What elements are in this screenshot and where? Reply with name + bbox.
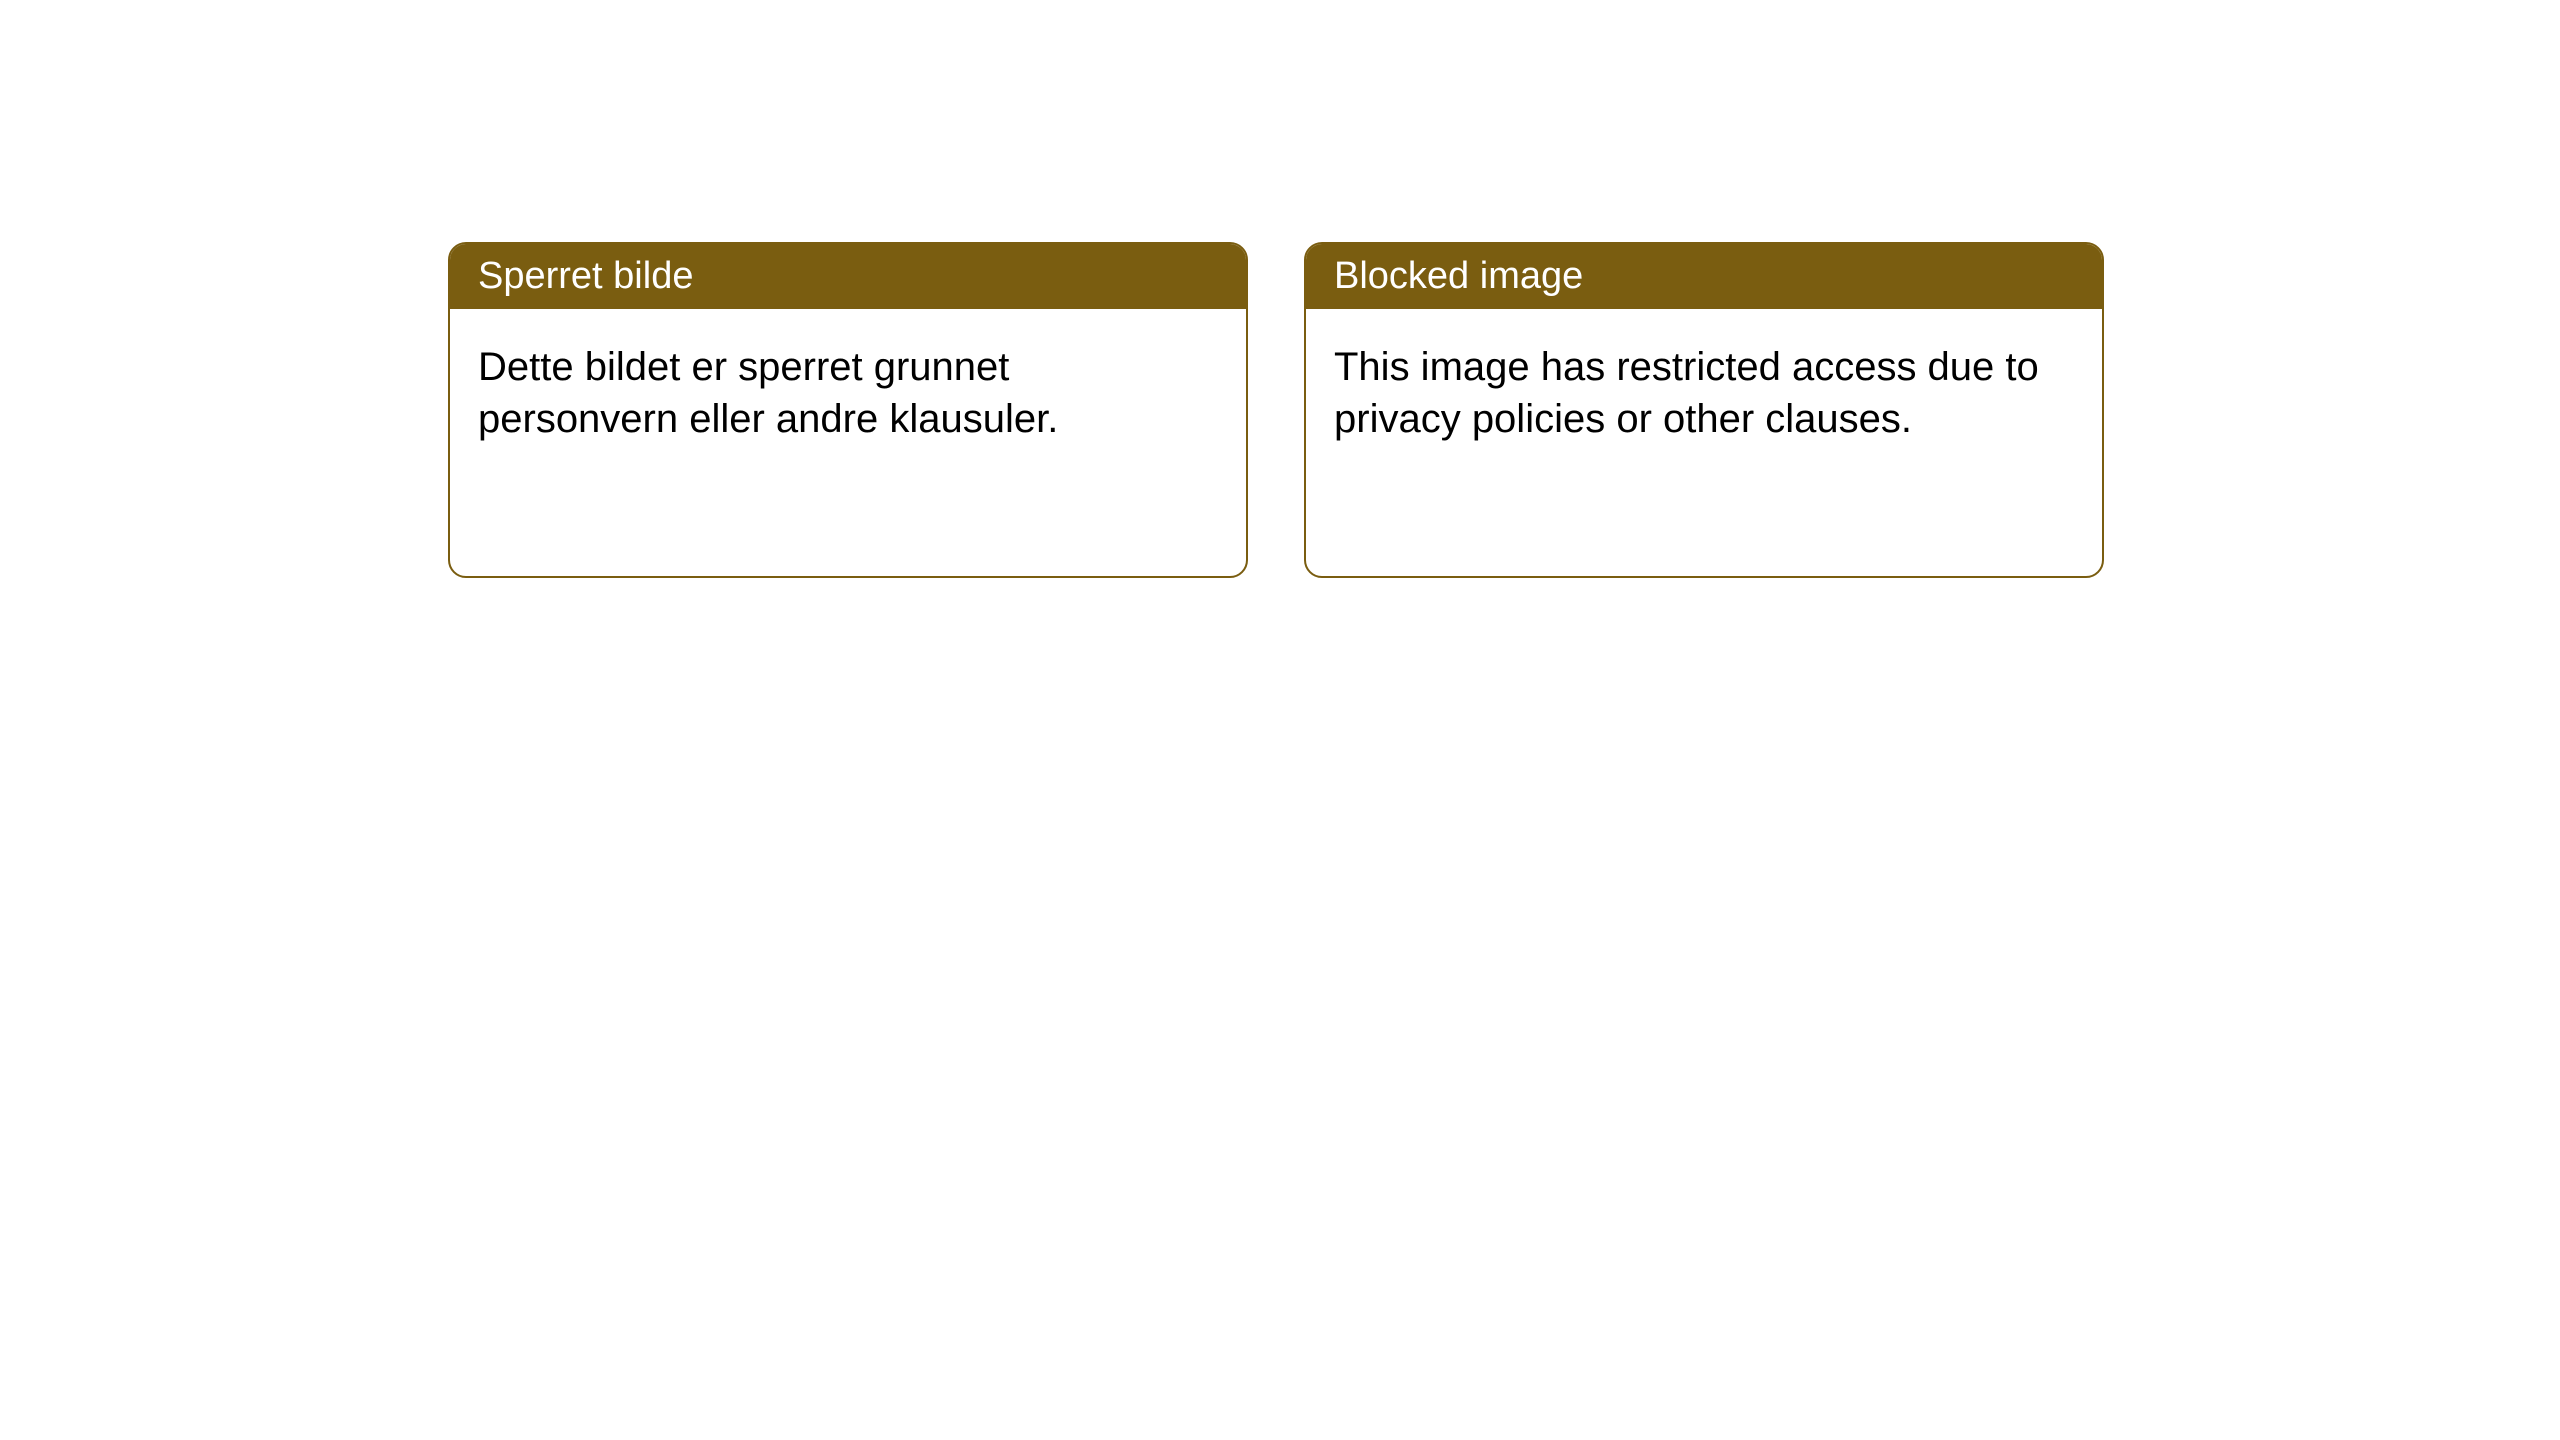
blocked-image-card-english: Blocked image This image has restricted … — [1304, 242, 2104, 578]
card-title: Sperret bilde — [478, 255, 693, 297]
card-body: Dette bildet er sperret grunnet personve… — [450, 309, 1246, 477]
blocked-image-card-norwegian: Sperret bilde Dette bildet er sperret gr… — [448, 242, 1248, 578]
card-body-text: This image has restricted access due to … — [1334, 345, 2039, 441]
card-header: Sperret bilde — [450, 244, 1246, 309]
card-title: Blocked image — [1334, 255, 1583, 297]
blocked-image-cards: Sperret bilde Dette bildet er sperret gr… — [448, 242, 2104, 578]
card-body-text: Dette bildet er sperret grunnet personve… — [478, 345, 1058, 441]
card-body: This image has restricted access due to … — [1306, 309, 2102, 477]
card-header: Blocked image — [1306, 244, 2102, 309]
